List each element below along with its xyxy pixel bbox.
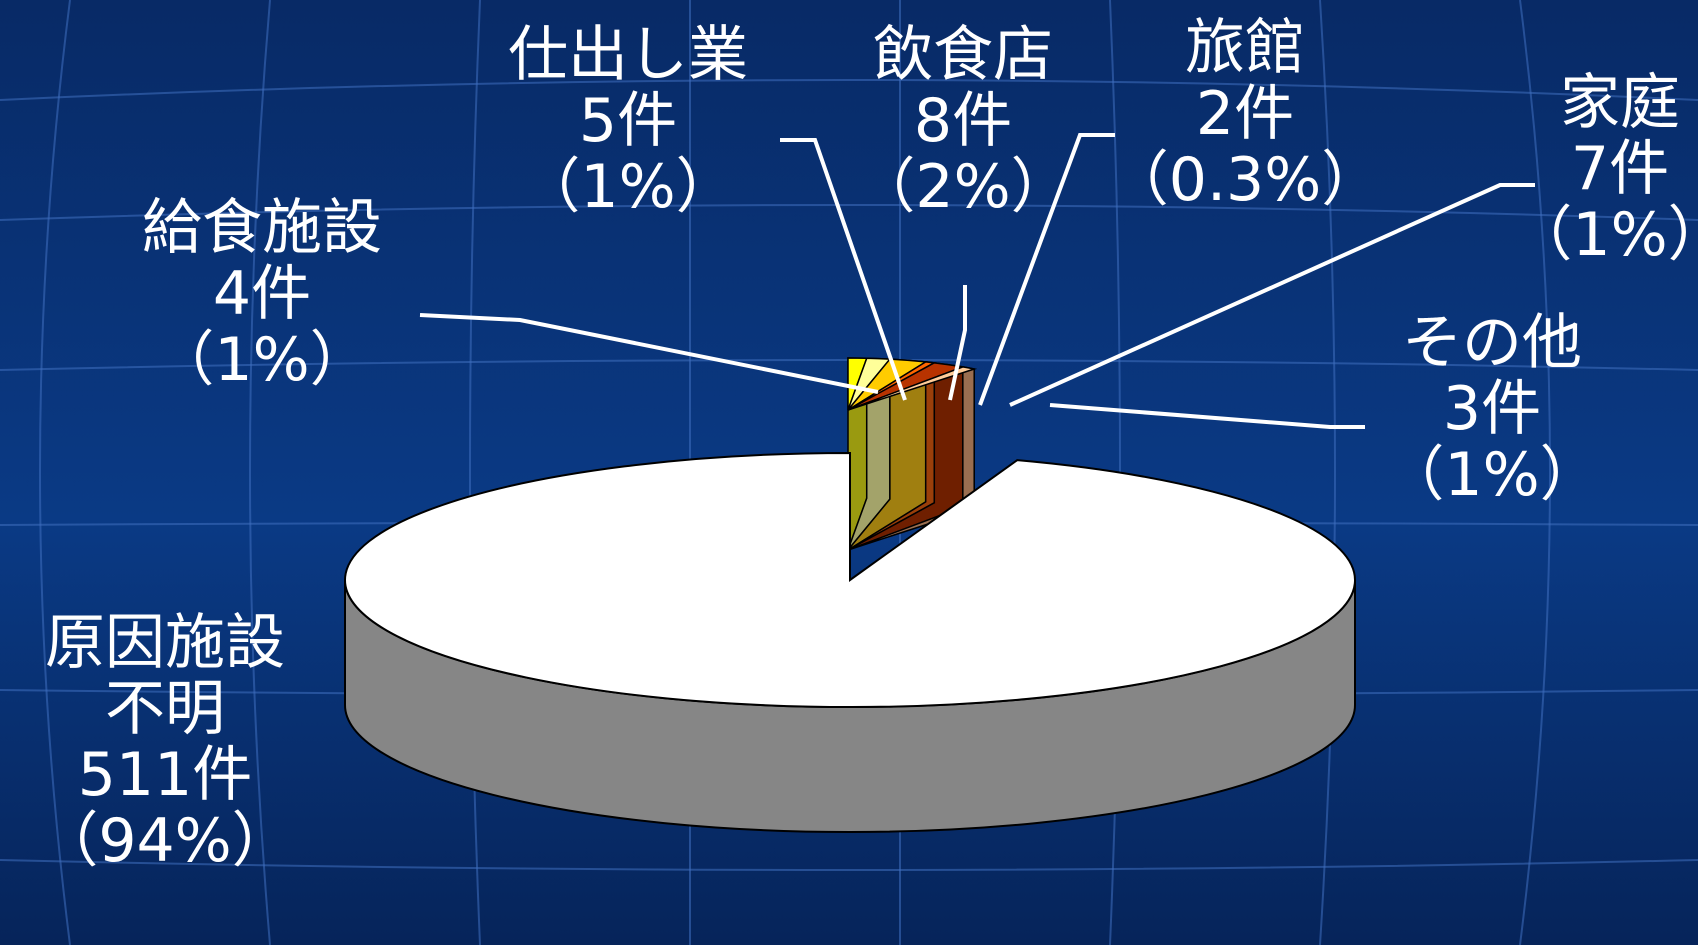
label-count: 7件 [1570,134,1670,204]
label-name: 原因施設 不明 [44,608,285,744]
pie-slice-原因施設不明 [344,451,1356,708]
label-percent: （94%） [38,806,292,876]
leader-line-旅館 [978,133,1115,406]
label-percent: （1%） [1512,200,1698,270]
label-count: 2件 [1195,79,1295,149]
label-count: 3件 [1442,374,1542,444]
label-percent: （1%） [1384,440,1600,510]
leader-line-給食施設 [419,313,879,394]
label-percent: （1%） [154,325,370,395]
label-給食施設: 給食施設 4件 （1%） [142,195,382,393]
pie-slice-その他 [847,366,978,411]
label-name: 給食施設 [142,193,382,263]
label-その他: その他 3件 （1%） [1384,310,1599,508]
label-原因施設不明: 原因施設 不明 511件 （94%） [38,610,291,874]
label-percent: （2%） [855,152,1071,222]
label-percent: （0.3%） [1108,145,1382,215]
leader-line-その他 [1049,403,1365,429]
label-旅館: 旅館 2件 （0.3%） [1109,15,1381,213]
label-name: 仕出し業 [508,20,748,90]
label-count: 4件 [212,259,312,329]
label-percent: （1%） [520,152,736,222]
leader-line-家庭 [1009,183,1535,407]
label-name: その他 [1402,308,1582,378]
label-name: 飲食店 [873,20,1053,90]
label-仕出し業: 仕出し業 5件 （1%） [508,22,748,220]
leader-line-飲食店 [948,285,967,401]
label-name: 家庭 [1560,68,1680,138]
leader-line-仕出し業 [780,138,907,401]
label-name: 旅館 [1185,13,1305,83]
label-飲食店: 飲食店 8件 （2%） [855,22,1070,220]
label-count: 511件 [77,740,253,810]
label-家庭: 家庭 7件 （1%） [1512,70,1698,268]
label-count: 5件 [578,86,678,156]
label-count: 8件 [913,86,1013,156]
